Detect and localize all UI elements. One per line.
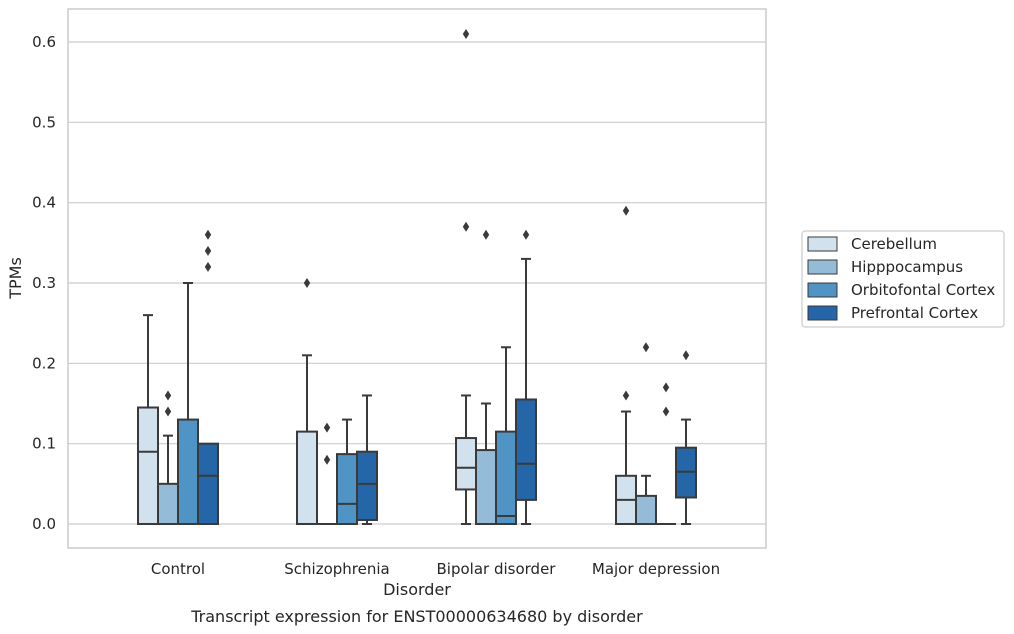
outlier-point [682, 350, 690, 361]
box-body [157, 482, 179, 526]
y-tick-label: 0.4 [32, 194, 56, 212]
box-body [336, 453, 358, 525]
outlier-point [662, 406, 670, 417]
box-body [515, 398, 537, 501]
box-series [137, 28, 697, 526]
box-body [177, 418, 199, 526]
series-orbitofontal-cortex [177, 282, 676, 526]
legend-label: Cerebellum [851, 235, 937, 253]
box [495, 346, 517, 525]
y-tick-label: 0.5 [32, 113, 56, 131]
box-body [356, 450, 378, 521]
box-body [296, 430, 318, 525]
y-axis-ticks: 0.0 0.1 0.2 0.3 0.4 0.5 0.6 [32, 33, 56, 533]
outlier-point [462, 28, 470, 39]
box-body [495, 430, 517, 525]
outlier-point [204, 261, 212, 272]
box [197, 229, 219, 525]
legend-swatch [807, 282, 838, 298]
legend-swatch [807, 305, 838, 321]
gridlines [68, 41, 766, 525]
box [455, 28, 477, 525]
legend-label: Hipppocampus [851, 258, 963, 276]
outlier-point [462, 221, 470, 232]
box [635, 342, 657, 525]
box [137, 314, 159, 525]
outlier-point [204, 245, 212, 256]
box-body [455, 437, 477, 491]
x-axis-ticks: Control Schizophrenia Bipolar disorder Majo… [151, 560, 720, 578]
outlier-point [323, 454, 331, 465]
series-cerebellum [137, 28, 637, 525]
plot-area-frame [67, 8, 767, 549]
series-hipppocampus [157, 229, 657, 526]
box [336, 418, 358, 525]
y-tick-label: 0.1 [32, 435, 56, 453]
legend-swatch [807, 236, 838, 252]
legend-label: Prefrontal Cortex [851, 304, 978, 322]
box [157, 390, 179, 526]
box-body [475, 449, 497, 525]
box [177, 282, 199, 526]
outlier-point [522, 229, 530, 240]
box-body [197, 442, 219, 525]
legend-frame [801, 230, 1005, 328]
box [656, 382, 676, 525]
y-tick-label: 0.3 [32, 274, 56, 292]
outlier-point [482, 229, 490, 240]
x-axis-title: Disorder [383, 580, 451, 599]
outlier-point [303, 278, 311, 288]
box [356, 394, 378, 525]
x-tick-label: Control [151, 560, 205, 578]
x-tick-label: Major depression [592, 560, 720, 578]
legend-swatch [807, 259, 838, 275]
chart-caption: Transcript expression for ENST0000063468… [190, 607, 643, 626]
box [615, 205, 637, 525]
box [475, 229, 497, 525]
y-axis-title: TPMs [6, 257, 25, 300]
box [515, 229, 537, 525]
legend-label: Orbitofontal Cortex [851, 281, 995, 299]
box [296, 278, 318, 525]
box-body [137, 406, 159, 525]
y-tick-label: 0.6 [32, 33, 56, 51]
outlier-point [204, 229, 212, 240]
outlier-point [323, 422, 331, 433]
legend: Cerebellum Hipppocampus Orbitofontal Corte… [801, 230, 1005, 328]
box [675, 350, 697, 525]
outlier-point [622, 205, 630, 216]
series-prefrontal-cortex [197, 229, 697, 525]
x-tick-label: Bipolar disorder [437, 560, 557, 578]
box [317, 422, 337, 525]
outlier-point [642, 342, 650, 353]
outlier-point [164, 390, 172, 401]
outlier-point [164, 406, 172, 417]
y-tick-label: 0.0 [32, 515, 56, 533]
y-tick-label: 0.2 [32, 354, 56, 372]
box-body [635, 494, 657, 525]
outlier-point [662, 382, 670, 393]
x-tick-label: Schizophrenia [284, 560, 389, 578]
outlier-point [622, 390, 630, 401]
